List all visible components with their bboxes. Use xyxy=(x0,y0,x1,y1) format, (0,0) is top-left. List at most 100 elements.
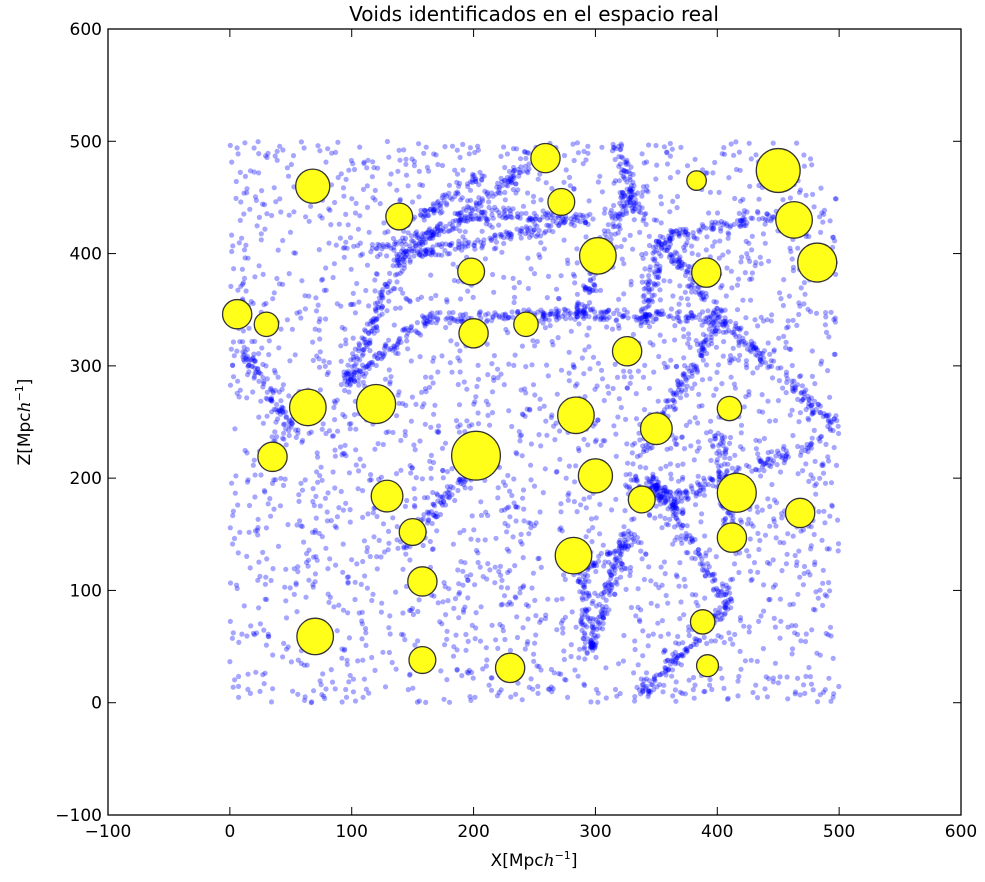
galaxy-point xyxy=(380,242,386,248)
galaxy-point xyxy=(670,541,676,547)
galaxy-point xyxy=(421,217,427,223)
galaxy-point xyxy=(648,689,654,695)
galaxy-point xyxy=(779,452,786,458)
galaxy-point xyxy=(330,469,336,475)
galaxy-point xyxy=(666,233,672,239)
galaxy-point xyxy=(617,537,623,543)
galaxy-point xyxy=(239,266,245,272)
galaxy-point xyxy=(589,645,595,651)
galaxy-point xyxy=(469,422,475,428)
galaxy-point xyxy=(461,527,467,534)
galaxy-point xyxy=(769,216,775,222)
galaxy-point xyxy=(544,212,550,218)
galaxy-point xyxy=(458,216,464,223)
galaxy-point xyxy=(698,353,704,359)
galaxy-point xyxy=(384,138,390,145)
galaxy-point xyxy=(641,211,648,217)
galaxy-point xyxy=(566,370,572,376)
galaxy-point xyxy=(762,360,769,366)
galaxy-point xyxy=(614,374,621,380)
galaxy-point xyxy=(600,438,606,444)
galaxy-point xyxy=(717,238,723,244)
galaxy-point xyxy=(227,618,233,625)
galaxy-point xyxy=(653,581,659,587)
galaxy-point xyxy=(400,235,406,241)
galaxy-point xyxy=(692,502,699,508)
galaxy-point xyxy=(353,447,359,453)
galaxy-point xyxy=(658,245,665,252)
galaxy-point xyxy=(749,468,755,474)
galaxy-point xyxy=(643,285,649,291)
galaxy-point xyxy=(402,637,408,643)
galaxy-point xyxy=(657,332,663,338)
galaxy-point xyxy=(762,686,768,692)
galaxy-point xyxy=(523,155,529,161)
galaxy-point xyxy=(716,189,722,195)
galaxy-point xyxy=(720,517,727,524)
galaxy-point xyxy=(275,409,281,415)
galaxy-point xyxy=(520,555,526,561)
galaxy-point xyxy=(255,139,261,145)
galaxy-point xyxy=(664,488,671,494)
galaxy-point xyxy=(454,171,461,177)
galaxy-point xyxy=(643,313,649,320)
galaxy-point xyxy=(704,569,711,575)
galaxy-point xyxy=(761,435,768,442)
galaxy-point xyxy=(756,467,762,473)
galaxy-point xyxy=(456,615,462,621)
galaxy-point xyxy=(415,638,421,644)
galaxy-point xyxy=(409,394,415,400)
galaxy-point xyxy=(711,571,717,577)
galaxy-point xyxy=(326,428,333,434)
galaxy-point xyxy=(459,213,465,220)
galaxy-point xyxy=(787,245,793,251)
galaxy-point xyxy=(624,210,630,216)
galaxy-point xyxy=(771,347,777,353)
galaxy-point xyxy=(473,176,479,182)
galaxy-point xyxy=(390,235,396,242)
galaxy-point xyxy=(661,144,668,150)
galaxy-point xyxy=(478,604,484,610)
galaxy-point xyxy=(531,483,538,489)
galaxy-point xyxy=(569,609,575,615)
galaxy-point xyxy=(620,543,626,549)
galaxy-point xyxy=(529,362,535,368)
galaxy-point xyxy=(749,270,756,276)
galaxy-point xyxy=(458,217,464,223)
galaxy-point xyxy=(734,307,741,313)
galaxy-point xyxy=(712,239,718,245)
galaxy-point xyxy=(672,687,679,693)
galaxy-point xyxy=(467,187,474,193)
galaxy-point xyxy=(419,476,425,482)
galaxy-point xyxy=(683,646,689,652)
galaxy-point xyxy=(344,574,350,581)
galaxy-point xyxy=(627,170,633,177)
galaxy-point xyxy=(659,488,665,494)
galaxy-point xyxy=(671,524,678,530)
galaxy-point xyxy=(589,640,595,646)
galaxy-point xyxy=(820,602,826,609)
galaxy-point xyxy=(433,510,439,516)
galaxy-point xyxy=(697,487,704,493)
galaxy-point xyxy=(659,525,665,531)
galaxy-point xyxy=(419,234,425,240)
galaxy-point xyxy=(707,437,713,444)
galaxy-point xyxy=(676,301,682,307)
galaxy-point xyxy=(700,357,706,363)
galaxy-point xyxy=(599,610,605,617)
galaxy-point xyxy=(446,182,452,188)
galaxy-point xyxy=(350,335,356,341)
galaxy-point xyxy=(640,628,646,634)
galaxy-point xyxy=(230,339,236,345)
galaxy-point xyxy=(457,215,464,221)
galaxy-point xyxy=(450,485,456,491)
galaxy-point xyxy=(697,481,703,488)
galaxy-point xyxy=(831,316,837,323)
galaxy-point xyxy=(393,589,399,595)
galaxy-point xyxy=(812,381,818,387)
galaxy-point xyxy=(420,214,426,220)
galaxy-point xyxy=(583,606,589,612)
galaxy-point xyxy=(638,540,644,546)
galaxy-point xyxy=(632,206,638,212)
galaxy-point xyxy=(624,179,630,185)
